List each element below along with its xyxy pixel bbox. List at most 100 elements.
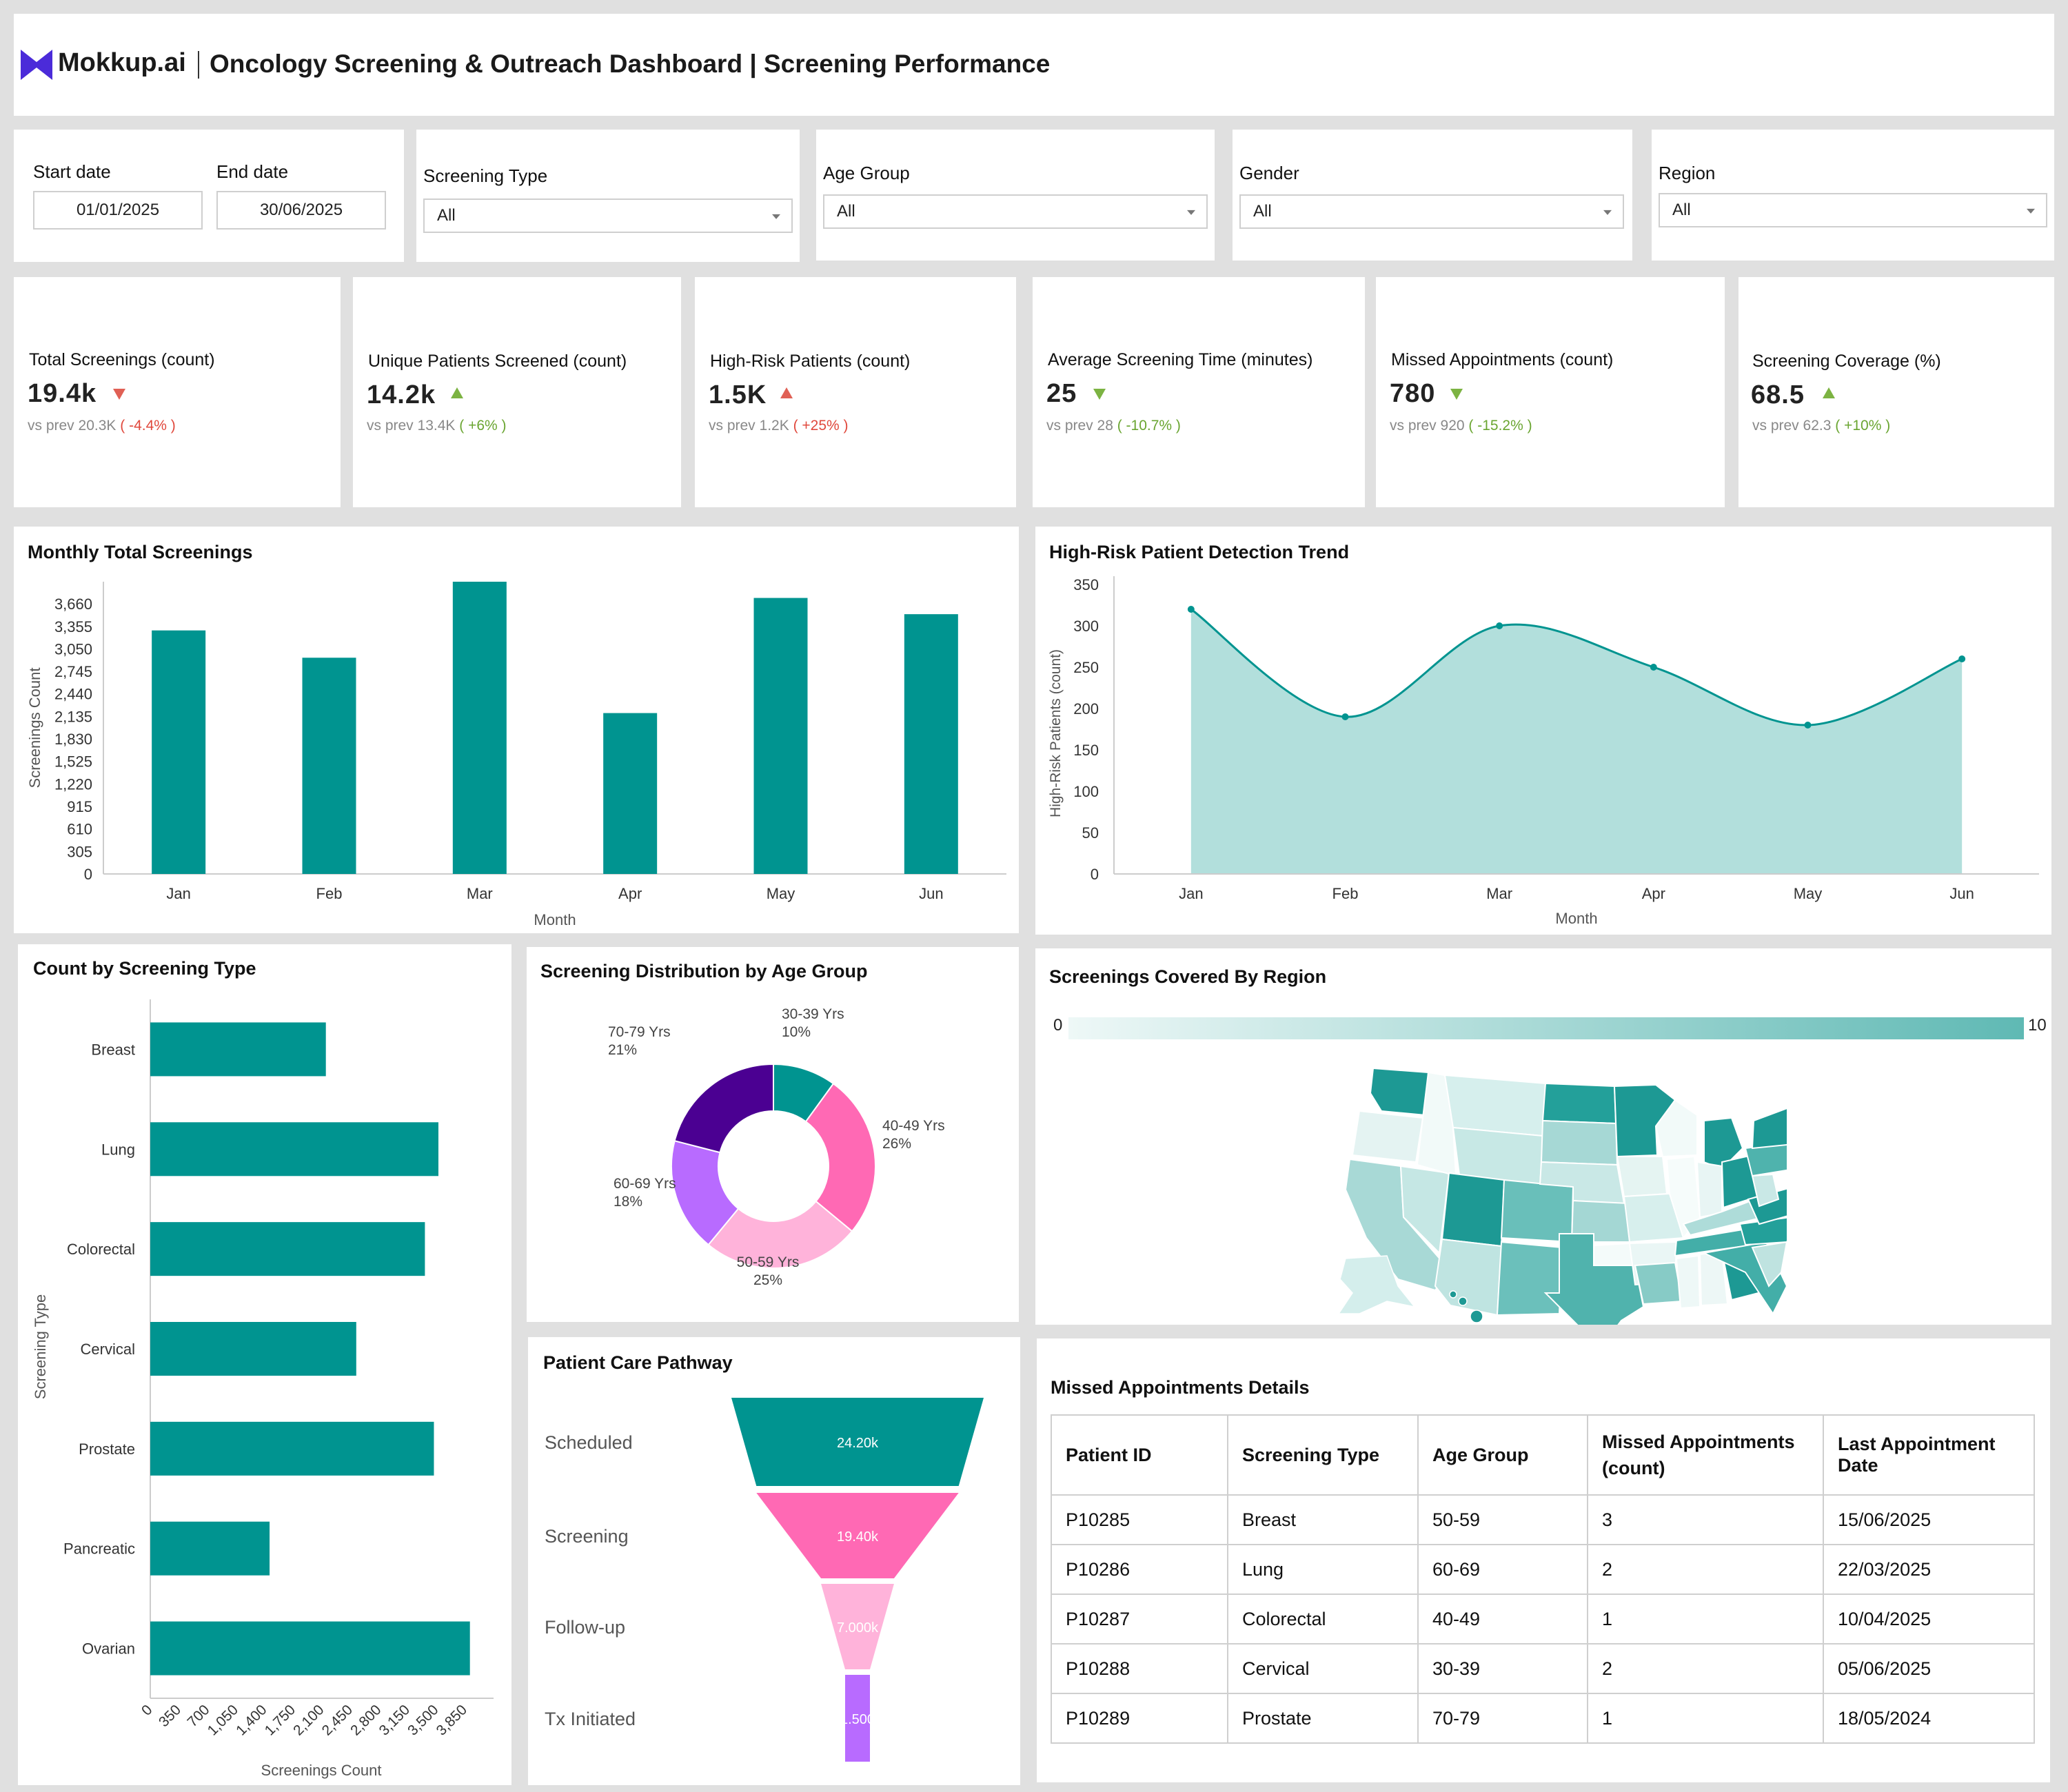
table-cell: Breast [1227, 1494, 1419, 1545]
funnel-stage [756, 1493, 959, 1578]
x-tick-label: 3,850 [434, 1702, 470, 1738]
table-cell: 50-59 [1417, 1494, 1588, 1545]
kpi-title: Average Screening Time (minutes) [1048, 350, 1313, 369]
x-tick-label: 3,150 [376, 1702, 413, 1738]
map-region-south-dakota[interactable] [1540, 1119, 1619, 1166]
kpi-comparison: vs prev 1.2K ( +25% ) [709, 418, 849, 434]
map-region-hawaii[interactable] [1458, 1296, 1468, 1306]
y-tick-label: Cervical [81, 1341, 135, 1358]
start-date-input[interactable]: 01/01/2025 [33, 191, 203, 230]
slice-percent: 26% [882, 1136, 911, 1152]
x-axis-label: Screenings Count [261, 1762, 382, 1779]
area-fill [1190, 609, 1963, 874]
map-region-alaska[interactable] [1337, 1255, 1416, 1314]
data-point [1650, 664, 1657, 671]
high-risk-trend-card: High-Risk Patient Detection Trend 0 50 100… [1035, 527, 2051, 935]
column-header[interactable]: Age Group [1417, 1414, 1588, 1496]
map-region-hawaii[interactable] [1470, 1310, 1483, 1323]
y-tick-label: 350 [1073, 576, 1099, 593]
y-tick-label: 150 [1073, 742, 1099, 759]
map-region-nevada[interactable] [1399, 1165, 1450, 1255]
table-cell: P10288 [1051, 1643, 1228, 1694]
map-region-wisconsin[interactable] [1654, 1099, 1698, 1158]
column-header[interactable]: Last Appointment Date [1823, 1414, 2035, 1496]
map-region-louisiana[interactable] [1634, 1261, 1683, 1305]
region-label: Region [1659, 163, 1716, 183]
kpi-comparison: vs prev 920 ( -15.2% ) [1390, 418, 1532, 434]
table-cell: 18/05/2024 [1823, 1693, 2035, 1744]
map-region-north-dakota[interactable] [1541, 1082, 1617, 1125]
kpi-comparison: vs prev 28 ( -10.7% ) [1046, 418, 1181, 434]
map-region-washington[interactable] [1369, 1067, 1430, 1117]
map-region-iowa[interactable] [1616, 1156, 1668, 1198]
kpi-card-missed-appointments: Missed Appointments (count) 780 vs prev … [1376, 277, 1725, 507]
gender-select[interactable]: All [1239, 194, 1624, 229]
us-map[interactable] [1332, 1052, 1787, 1325]
x-tick-label: Jun [919, 885, 943, 902]
table-row[interactable]: P10289 Prostate 70-79 1 18/05/2024 [1051, 1693, 2035, 1744]
map-region-utah[interactable] [1441, 1172, 1506, 1248]
kpi-delta: ( -10.7% ) [1117, 418, 1181, 434]
slice-percent: 10% [782, 1024, 811, 1040]
y-tick-label: Prostate [79, 1440, 135, 1458]
kpi-value: 25 [1046, 379, 1077, 408]
map-region-new-mexico[interactable] [1496, 1241, 1563, 1316]
chevron-down-icon [1187, 210, 1195, 215]
table-title: Missed Appointments Details [1051, 1377, 1310, 1398]
header-bar: Mokkup.ai Oncology Screening & Outreach … [14, 14, 2054, 116]
table-cell: 15/06/2025 [1823, 1494, 2035, 1545]
bar [152, 630, 206, 874]
table-cell: P10289 [1051, 1693, 1228, 1744]
table-row[interactable]: P10287 Colorectal 40-49 1 10/04/2025 [1051, 1594, 2035, 1645]
screening-type-card: Count by Screening Type Breast Lung Colore… [18, 944, 511, 1785]
map-region-michigan[interactable] [1703, 1117, 1744, 1170]
donut-slice [804, 1082, 876, 1232]
map-region-south-carolina[interactable] [1751, 1241, 1787, 1287]
map-region-new-york[interactable] [1751, 1107, 1787, 1150]
map-region-montana[interactable] [1443, 1074, 1547, 1137]
region-select[interactable]: All [1659, 193, 2047, 227]
table-row[interactable]: P10288 Cervical 30-39 2 05/06/2025 [1051, 1643, 2035, 1694]
y-axis-label: Screening Type [32, 1294, 49, 1399]
column-header[interactable]: Screening Type [1227, 1414, 1419, 1496]
chevron-down-icon [772, 214, 780, 219]
table-row[interactable]: P10286 Lung 60-69 2 22/03/2025 [1051, 1544, 2035, 1595]
map-region-oregon[interactable] [1351, 1110, 1424, 1163]
data-point [1187, 606, 1195, 613]
missed-appointments-card: Missed Appointments Details Patient ID S… [1037, 1338, 2050, 1782]
map-region-mississippi[interactable] [1675, 1254, 1701, 1310]
end-date-input[interactable]: 30/06/2025 [216, 191, 386, 230]
x-tick-label: May [767, 885, 795, 902]
kpi-title: Missed Appointments (count) [1391, 350, 1614, 369]
chart-title: High-Risk Patient Detection Trend [1049, 542, 1350, 562]
high-risk-trend-chart: 0 50 100 150 200 250 300 350 Jan Feb Mar Apr May Jun M… [1048, 576, 2039, 927]
map-region-indiana[interactable] [1696, 1161, 1723, 1219]
screening-type-select[interactable]: All [423, 198, 793, 233]
table-cell: 40-49 [1417, 1594, 1588, 1645]
x-tick-label: Mar [1486, 885, 1512, 902]
map-region-hawaii[interactable] [1449, 1290, 1457, 1299]
column-header[interactable]: Missed Appointments (count) [1587, 1414, 1824, 1496]
table-cell: 22/03/2025 [1823, 1544, 2035, 1595]
column-header[interactable]: Patient ID [1051, 1414, 1228, 1496]
kpi-value: 14.2k [367, 380, 436, 409]
map-region-west-virginia[interactable] [1751, 1173, 1780, 1208]
table-row[interactable]: P10285 Breast 50-59 3 15/06/2025 [1051, 1494, 2035, 1545]
bar [753, 598, 808, 874]
y-tick-label: Ovarian [82, 1640, 135, 1658]
trend-down-icon [1093, 389, 1106, 400]
gender-filter-card: Gender All [1233, 130, 1632, 261]
age-group-select[interactable]: All [823, 194, 1208, 229]
table-cell: 30-39 [1417, 1643, 1588, 1694]
kpi-card-high-risk: High-Risk Patients (count) 1.5K vs prev … [695, 277, 1016, 507]
chevron-down-icon [1603, 210, 1612, 215]
map-region-colorado[interactable] [1500, 1179, 1574, 1243]
kpi-card-avg-screening-time: Average Screening Time (minutes) 25 vs p… [1033, 277, 1365, 507]
kpi-prev: vs prev 20.3K [28, 418, 116, 434]
map-region-texas[interactable] [1543, 1233, 1645, 1325]
data-point [1958, 655, 1966, 662]
x-tick-label: 2,800 [347, 1702, 384, 1738]
slice-percent: 18% [614, 1194, 642, 1210]
map-region-arizona[interactable] [1434, 1238, 1503, 1316]
map-region-pennsylvania[interactable] [1744, 1142, 1787, 1177]
